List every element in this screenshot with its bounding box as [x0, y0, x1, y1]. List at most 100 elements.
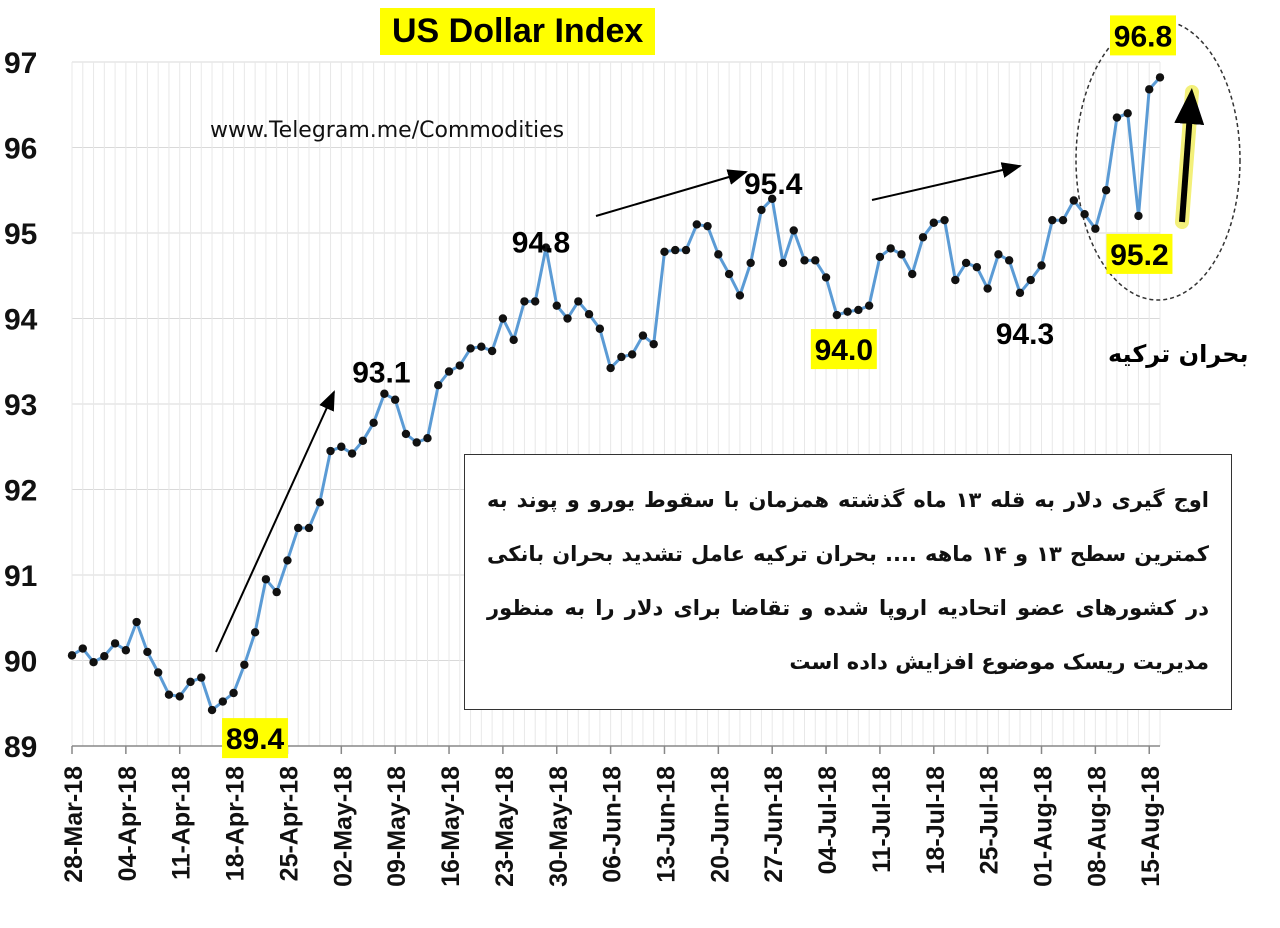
x-tick-label: 30-May-18	[545, 766, 573, 887]
data-point	[143, 647, 152, 657]
annotation-highlight	[1110, 15, 1176, 56]
data-point	[358, 436, 368, 445]
data-point	[918, 233, 928, 242]
x-tick-label: 25-Apr-18	[275, 766, 303, 881]
data-point	[78, 644, 87, 653]
data-point	[121, 646, 131, 655]
x-tick-label: 04-Apr-18	[114, 766, 142, 881]
data-point	[574, 297, 583, 306]
annotation-label: 94.8	[512, 227, 570, 260]
data-point	[197, 673, 206, 682]
source-link[interactable]: www.Telegram.me/Commodities	[210, 118, 565, 143]
data-point	[153, 668, 163, 677]
data-point	[584, 310, 594, 319]
data-point	[724, 269, 734, 279]
x-tick-label: 09-May-18	[383, 766, 411, 887]
data-point	[272, 587, 281, 597]
data-point	[703, 221, 712, 231]
commentary-box: اوج گیری دلار به قله ۱۳ ماه گذشته همزمان…	[464, 454, 1232, 710]
data-point	[617, 352, 626, 362]
data-point	[175, 692, 184, 701]
data-point	[1145, 85, 1154, 94]
data-point	[509, 335, 518, 345]
data-point	[595, 324, 605, 333]
x-tick-label: 18-Jul-18	[922, 766, 950, 874]
annotation-highlight	[1106, 233, 1173, 274]
x-tick-label: 15-Aug-18	[1137, 766, 1165, 887]
data-point	[132, 617, 141, 627]
data-point	[1134, 211, 1143, 221]
data-point	[692, 220, 701, 229]
data-point	[1123, 109, 1132, 118]
data-point	[423, 434, 432, 443]
data-point	[714, 250, 723, 259]
y-tick-label: 95	[4, 218, 37, 251]
data-point	[1091, 224, 1100, 233]
data-point	[434, 380, 443, 390]
data-point	[444, 367, 454, 376]
x-tick-label: 02-May-18	[329, 766, 357, 887]
data-point	[541, 243, 551, 252]
x-tick-label: 27-Jun-18	[760, 766, 788, 883]
x-tick-label: 18-Apr-18	[222, 766, 250, 881]
data-point	[811, 256, 820, 265]
x-tick-label: 11-Jul-18	[868, 766, 896, 873]
data-point	[401, 429, 411, 439]
data-point	[164, 690, 174, 699]
data-point	[1069, 196, 1079, 205]
annotations: 89.4 93.1 94.8 95.4 94.0 94.3 95.2 96.8	[222, 15, 1176, 759]
y-tick-label: 89	[4, 731, 37, 764]
data-point	[315, 498, 324, 507]
y-tick-label: 92	[4, 475, 37, 508]
data-point	[326, 446, 335, 456]
x-tick-label: 06-Jun-18	[599, 766, 627, 883]
annotation-label: 95.4	[744, 168, 803, 201]
data-point	[563, 314, 572, 323]
annotation-label: 94.0	[815, 334, 873, 367]
trend-arrow	[215, 390, 335, 653]
data-point	[1048, 215, 1057, 225]
data-point	[821, 273, 831, 282]
data-point	[218, 697, 228, 706]
x-tick-label: 28-Mar-18	[60, 766, 88, 883]
data-point	[735, 291, 745, 300]
data-point	[1004, 256, 1014, 265]
data-point	[1037, 261, 1046, 270]
data-point	[304, 523, 314, 533]
data-point	[1101, 186, 1111, 195]
data-point	[1015, 288, 1025, 298]
data-point	[337, 442, 346, 451]
data-point	[455, 361, 465, 370]
data-point	[972, 263, 982, 272]
data-point	[110, 639, 120, 648]
annotation-label: 89.4	[226, 723, 285, 756]
chart-title: US Dollar Index	[380, 8, 656, 55]
data-point	[983, 284, 992, 293]
data-point	[498, 314, 508, 323]
annotation-highlight	[810, 329, 877, 370]
crisis-label: بحران ترکیه	[1108, 340, 1249, 368]
data-point	[390, 395, 400, 404]
data-point	[1058, 215, 1068, 225]
data-point	[767, 194, 777, 203]
data-point	[778, 258, 788, 268]
data-point	[283, 556, 292, 565]
x-tick-label: 25-Jul-18	[976, 766, 1004, 874]
data-point	[843, 307, 852, 316]
data-point	[1080, 209, 1089, 219]
data-point	[380, 389, 389, 398]
x-tick-label: 01-Aug-18	[1030, 766, 1058, 887]
data-point	[627, 350, 637, 359]
data-point	[100, 652, 109, 661]
x-tick-label: 13-Jun-18	[652, 766, 680, 883]
data-point	[757, 205, 766, 215]
data-point	[207, 705, 217, 715]
data-point	[369, 418, 378, 428]
annotation-highlight	[222, 718, 289, 759]
data-point	[832, 310, 842, 320]
data-point	[994, 250, 1003, 259]
highlight-arrow	[1174, 88, 1205, 223]
data-point	[961, 258, 971, 268]
y-tick-label: 97	[4, 47, 37, 80]
